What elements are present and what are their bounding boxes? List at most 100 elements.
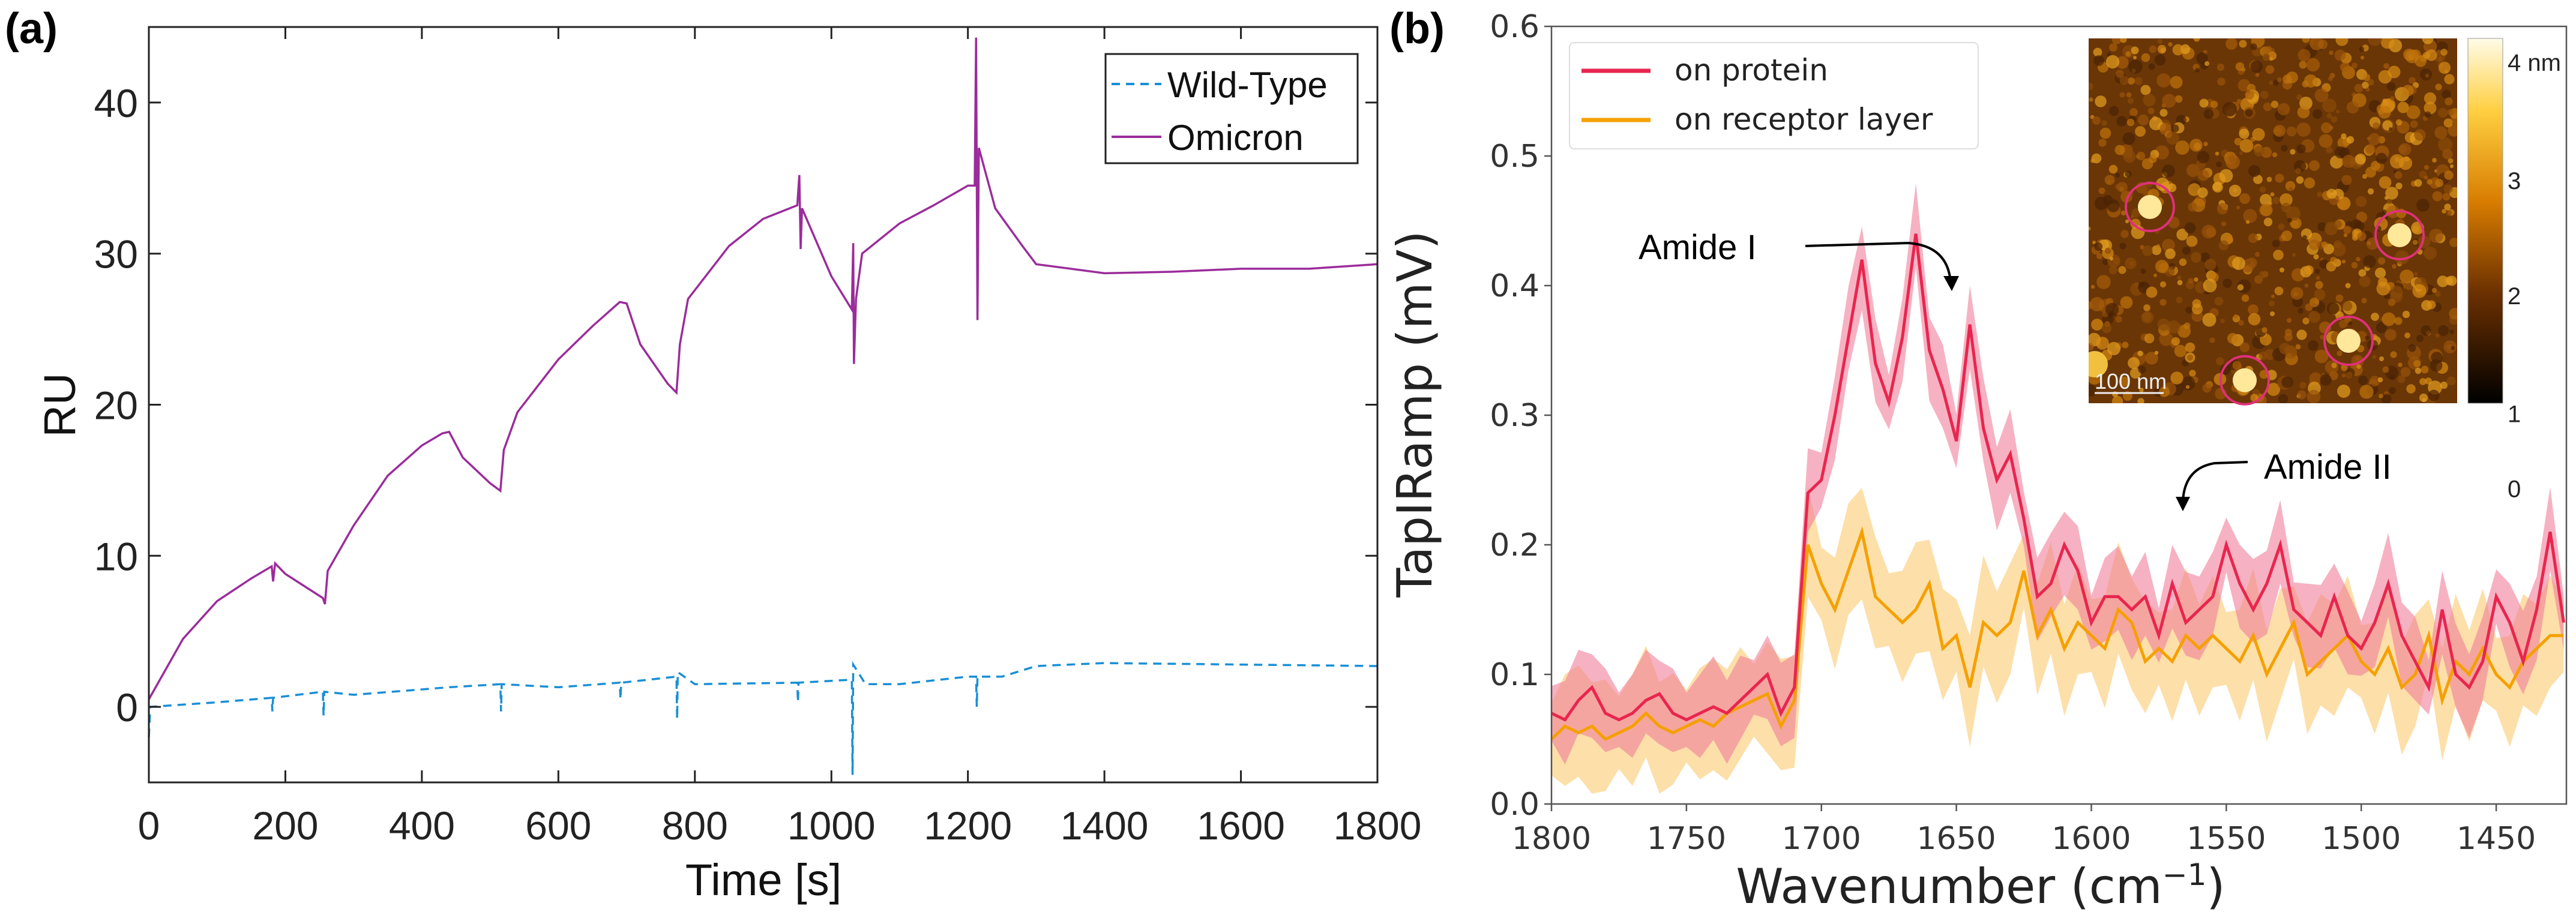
afm-speckle	[2228, 184, 2242, 197]
afm-speckle	[2259, 186, 2266, 193]
afm-speckle	[2331, 362, 2337, 368]
afm-speckle	[2174, 344, 2187, 358]
afm-speckle	[2334, 49, 2346, 61]
afm-speckle	[2262, 53, 2271, 61]
afm-speckle	[2362, 73, 2371, 82]
afm-speckle	[2128, 357, 2140, 369]
afm-speckle	[2341, 364, 2348, 371]
afm-speckle	[2188, 202, 2197, 212]
afm-speckle	[2222, 102, 2237, 116]
y-tick-label: 0.3	[1490, 398, 1539, 434]
afm-speckle	[2326, 113, 2332, 119]
afm-particle	[2337, 329, 2361, 353]
series-line-omicron	[148, 37, 1378, 700]
afm-speckle	[2131, 208, 2141, 218]
annotation-amide-2: Amide II	[2176, 448, 2392, 511]
afm-speckle	[2147, 107, 2155, 115]
x-tick-label: 1650	[1916, 821, 1996, 857]
afm-speckle	[2254, 146, 2265, 157]
afm-speckle	[2141, 311, 2154, 324]
afm-speckle	[2414, 129, 2426, 141]
afm-speckle	[2424, 101, 2437, 115]
afm-speckle	[2435, 83, 2442, 91]
afm-speckle	[2412, 284, 2427, 298]
afm-speckle	[2414, 179, 2422, 187]
afm-speckle	[2302, 38, 2310, 43]
colorbar-tick-label: 3	[2508, 168, 2521, 194]
afm-speckle	[2126, 118, 2135, 127]
afm-speckle	[2193, 38, 2200, 42]
afm-speckle	[2365, 87, 2370, 92]
afm-speckle	[2239, 193, 2250, 204]
afm-speckle	[2440, 381, 2448, 389]
afm-speckle	[2295, 344, 2301, 350]
afm-speckle	[2444, 203, 2451, 211]
afm-speckle	[2308, 311, 2320, 323]
series-line-wild-type	[148, 661, 1378, 775]
y-tick-label: 0.2	[1490, 527, 1539, 563]
afm-speckle	[2422, 38, 2434, 44]
afm-speckle	[2427, 179, 2433, 185]
afm-speckle	[2368, 133, 2381, 146]
afm-speckle	[2194, 277, 2198, 282]
afm-speckle	[2365, 144, 2376, 155]
afm-speckle	[2232, 257, 2245, 270]
afm-speckle	[2290, 149, 2296, 155]
afm-speckle	[2174, 95, 2183, 103]
afm-speckle	[2116, 116, 2127, 127]
afm-speckle	[2374, 267, 2386, 279]
afm-speckle	[2429, 229, 2443, 243]
afm-speckle	[2381, 394, 2392, 403]
afm-speckle	[2421, 325, 2431, 336]
arrowhead-icon	[2176, 497, 2190, 511]
afm-speckle	[2228, 156, 2236, 163]
afm-speckle	[2284, 328, 2293, 337]
afm-speckle	[2265, 46, 2272, 53]
afm-speckle	[2098, 187, 2105, 194]
afm-speckle	[2285, 181, 2296, 191]
afm-speckle	[2442, 89, 2451, 99]
afm-speckle	[2260, 91, 2269, 99]
afm-speckle	[2225, 38, 2237, 50]
afm-speckle	[2326, 146, 2333, 154]
afm-speckle	[2191, 303, 2203, 315]
afm-speckle	[2236, 205, 2240, 210]
afm-speckle	[2438, 325, 2449, 336]
afm-speckle	[2157, 318, 2170, 331]
afm-speckle	[2443, 184, 2453, 194]
afm-speckle	[2357, 232, 2367, 241]
afm-speckle	[2090, 297, 2104, 311]
afm-speckle	[2340, 62, 2350, 73]
afm-speckle	[2274, 125, 2286, 137]
afm-speckle	[2447, 109, 2454, 116]
afm-speckle	[2273, 250, 2284, 260]
afm-speckle	[2104, 247, 2111, 254]
afm-speckle	[2290, 350, 2297, 357]
afm-speckle	[2315, 281, 2323, 289]
x-tick-label: 600	[525, 803, 591, 848]
afm-speckle	[2197, 169, 2209, 181]
afm-speckle	[2435, 179, 2443, 187]
afm-speckle	[2383, 100, 2389, 106]
afm-speckle	[2093, 47, 2102, 57]
afm-speckle	[2304, 265, 2314, 275]
afm-speckle	[2424, 92, 2437, 105]
afm-speckle	[2239, 151, 2243, 155]
afm-speckle	[2175, 140, 2189, 155]
afm-speckle	[2331, 116, 2338, 123]
afm-speckle	[2359, 385, 2374, 399]
afm-speckle	[2239, 342, 2250, 353]
afm-speckle	[2446, 376, 2456, 386]
legend-box-b	[1569, 42, 1979, 149]
afm-speckle	[2346, 101, 2359, 114]
afm-speckle	[2250, 60, 2263, 73]
afm-speckle	[2131, 46, 2139, 55]
x-tick-label: 1400	[1061, 803, 1149, 848]
afm-speckle	[2339, 320, 2347, 328]
afm-speckle	[2220, 319, 2225, 323]
panel-b: (b) 1800 1750 1700 1650 1600 1550 1500 1450 0.0 0…	[1387, 5, 2568, 914]
afm-speckle	[2263, 102, 2272, 112]
afm-speckle	[2446, 344, 2452, 350]
afm-speckle	[2363, 255, 2376, 268]
afm-speckle	[2376, 322, 2388, 334]
